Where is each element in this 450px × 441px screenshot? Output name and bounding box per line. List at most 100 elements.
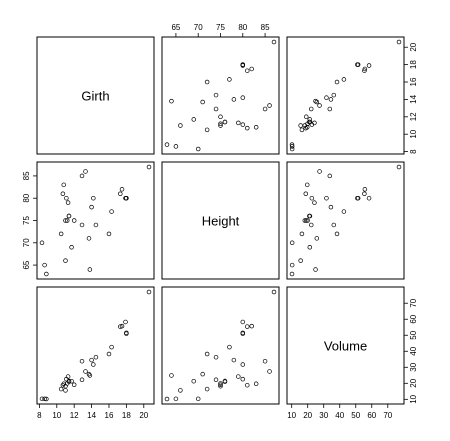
data-point — [327, 173, 333, 179]
data-point — [173, 144, 179, 149]
panel-frame — [161, 36, 280, 155]
data-point — [289, 262, 295, 268]
data-point — [236, 120, 241, 126]
data-point — [231, 97, 237, 102]
panel-height-vs-height: Height — [161, 161, 280, 280]
data-point — [178, 123, 183, 128]
data-point — [106, 351, 112, 357]
panel-height-vs-girth — [36, 161, 155, 280]
data-point — [93, 354, 99, 360]
tick-label: 16 — [105, 411, 114, 420]
x-axis-volume: 10 20 30 40 50 60 70 — [287, 403, 393, 420]
tick-label: 50 — [351, 411, 360, 420]
panel-frame — [286, 36, 405, 155]
data-point — [313, 98, 318, 104]
data-point — [44, 271, 49, 277]
data-point — [307, 119, 313, 125]
data-point — [89, 204, 94, 210]
tick-label: 20 — [303, 411, 312, 420]
tick-label: 75 — [22, 216, 31, 225]
data-point — [83, 369, 88, 374]
tick-label: 30 — [319, 411, 328, 420]
data-point — [169, 373, 174, 378]
data-point — [91, 362, 96, 367]
data-point — [396, 39, 402, 45]
tick-label: 18 — [409, 60, 418, 69]
panel-frame — [286, 161, 405, 280]
tick-label: 12 — [70, 411, 79, 420]
data-point — [146, 289, 152, 295]
data-point — [213, 354, 219, 360]
data-point — [204, 127, 210, 133]
tick-label: 30 — [409, 362, 418, 371]
tick-label: 8 — [409, 149, 418, 154]
data-point — [312, 120, 317, 126]
data-point — [240, 95, 246, 100]
data-point — [271, 289, 277, 295]
data-point — [178, 388, 183, 393]
panel-frame — [36, 36, 155, 155]
data-point — [271, 39, 277, 45]
data-point — [262, 358, 268, 364]
data-point — [299, 127, 305, 133]
panel-frame — [36, 161, 155, 280]
data-point — [240, 62, 246, 67]
data-point — [240, 319, 246, 325]
data-point — [109, 344, 114, 350]
data-point — [123, 319, 128, 325]
data-point — [218, 123, 223, 128]
data-point — [191, 117, 197, 122]
data-point — [313, 267, 318, 272]
data-point — [146, 164, 152, 170]
tick-label: 50 — [409, 330, 418, 339]
data-point — [331, 92, 337, 98]
data-point — [366, 195, 372, 201]
tick-label: 14 — [87, 411, 96, 420]
panel-girth-vs-girth: Girth — [36, 36, 155, 155]
data-point — [334, 231, 340, 237]
tick-label: 8 — [37, 411, 42, 420]
data-point — [218, 383, 223, 389]
data-point — [119, 187, 125, 192]
panel-volume-vs-height — [161, 286, 280, 405]
data-point — [307, 213, 313, 219]
data-point — [324, 195, 329, 201]
data-point — [106, 231, 112, 237]
data-point — [299, 231, 305, 237]
data-point — [164, 142, 170, 147]
data-point — [327, 106, 333, 112]
data-point — [109, 209, 114, 214]
data-point — [204, 386, 210, 392]
data-point — [39, 240, 45, 246]
tick-label: 80 — [22, 193, 31, 202]
data-point — [60, 191, 66, 197]
tick-label: 70 — [383, 411, 392, 420]
data-point — [362, 187, 368, 192]
data-point — [79, 358, 85, 364]
tick-label: 10 — [287, 411, 296, 420]
tick-label: 10 — [409, 129, 418, 138]
panel-frame — [161, 161, 280, 280]
tick-label: 70 — [22, 238, 31, 247]
data-point — [200, 371, 205, 377]
data-point — [213, 377, 219, 383]
data-point — [222, 119, 228, 125]
data-point — [334, 79, 340, 85]
data-point — [83, 169, 88, 174]
data-point — [61, 182, 66, 188]
data-point — [87, 267, 93, 272]
data-point — [355, 195, 360, 201]
data-point — [245, 382, 250, 388]
data-point — [307, 117, 313, 122]
data-point — [169, 98, 174, 104]
data-point — [164, 396, 170, 402]
data-point — [304, 114, 309, 120]
data-point — [79, 377, 85, 383]
data-point — [317, 169, 322, 174]
data-point — [200, 99, 205, 105]
data-point — [42, 262, 47, 268]
data-point — [289, 271, 295, 277]
tick-label: 14 — [409, 94, 418, 103]
data-point — [66, 378, 72, 384]
